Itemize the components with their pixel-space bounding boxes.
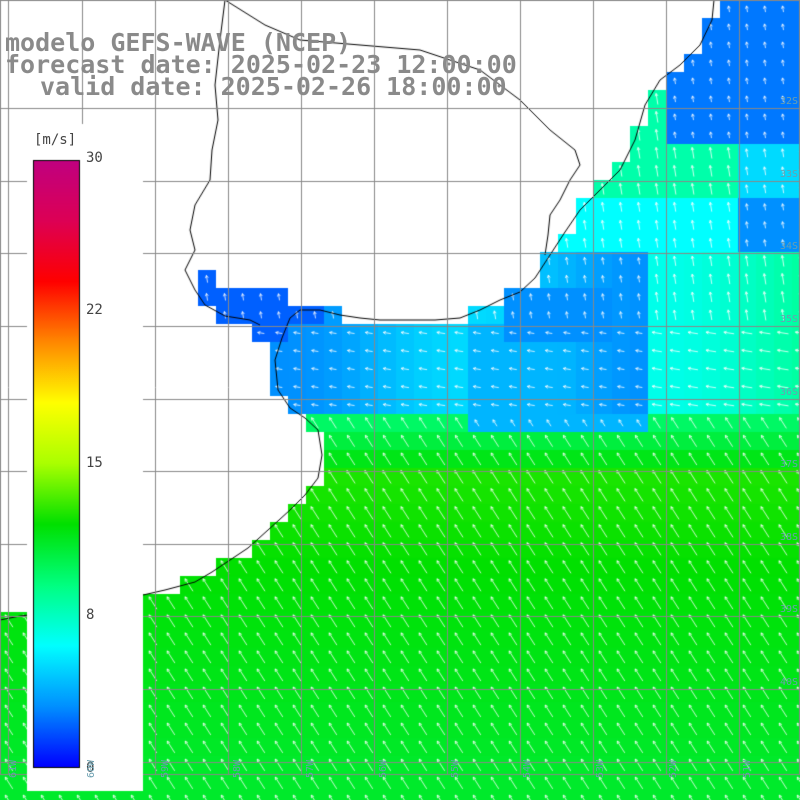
title-forecast-date: forecast date: 2025-02-23 12:00:00 [5, 50, 517, 79]
lon-label: 52W [668, 759, 679, 778]
lon-label: 51W [742, 759, 753, 778]
lat-label: 33S [779, 169, 798, 180]
lat-label: 40S [779, 677, 798, 688]
lat-label: 37S [779, 459, 798, 470]
lat-label: 39S [779, 604, 798, 615]
lon-label: 55W [450, 759, 461, 778]
lon-label: 53W [595, 759, 606, 778]
lon-label: 60W [86, 759, 97, 778]
lat-label: 35S [779, 314, 798, 325]
lon-label: 57W [305, 759, 316, 778]
lon-label: 54W [522, 759, 533, 778]
lon-label: 61W [8, 759, 19, 778]
lat-label: 36S [779, 387, 798, 398]
title-valid-date: valid date: 2025-02-26 18:00:00 [40, 72, 507, 101]
colorbar-tick-15: 15 [86, 455, 103, 471]
colorbar-tick-22: 22 [86, 302, 103, 318]
lon-label: 56W [378, 759, 389, 778]
lon-label: 58W [232, 759, 243, 778]
lat-label: 34S [779, 241, 798, 252]
lon-label: 59W [160, 759, 171, 778]
colorbar-tick-0: 0 [86, 760, 95, 776]
lat-label: 38S [779, 532, 798, 543]
colorbar-tick-8: 8 [86, 607, 95, 623]
title-model: modelo GEFS-WAVE (NCEP) [5, 28, 352, 57]
colorbar-tick-30: 30 [86, 150, 103, 166]
colorbar-unit: [m/s] [34, 132, 77, 148]
lat-label: 32S [779, 96, 798, 107]
